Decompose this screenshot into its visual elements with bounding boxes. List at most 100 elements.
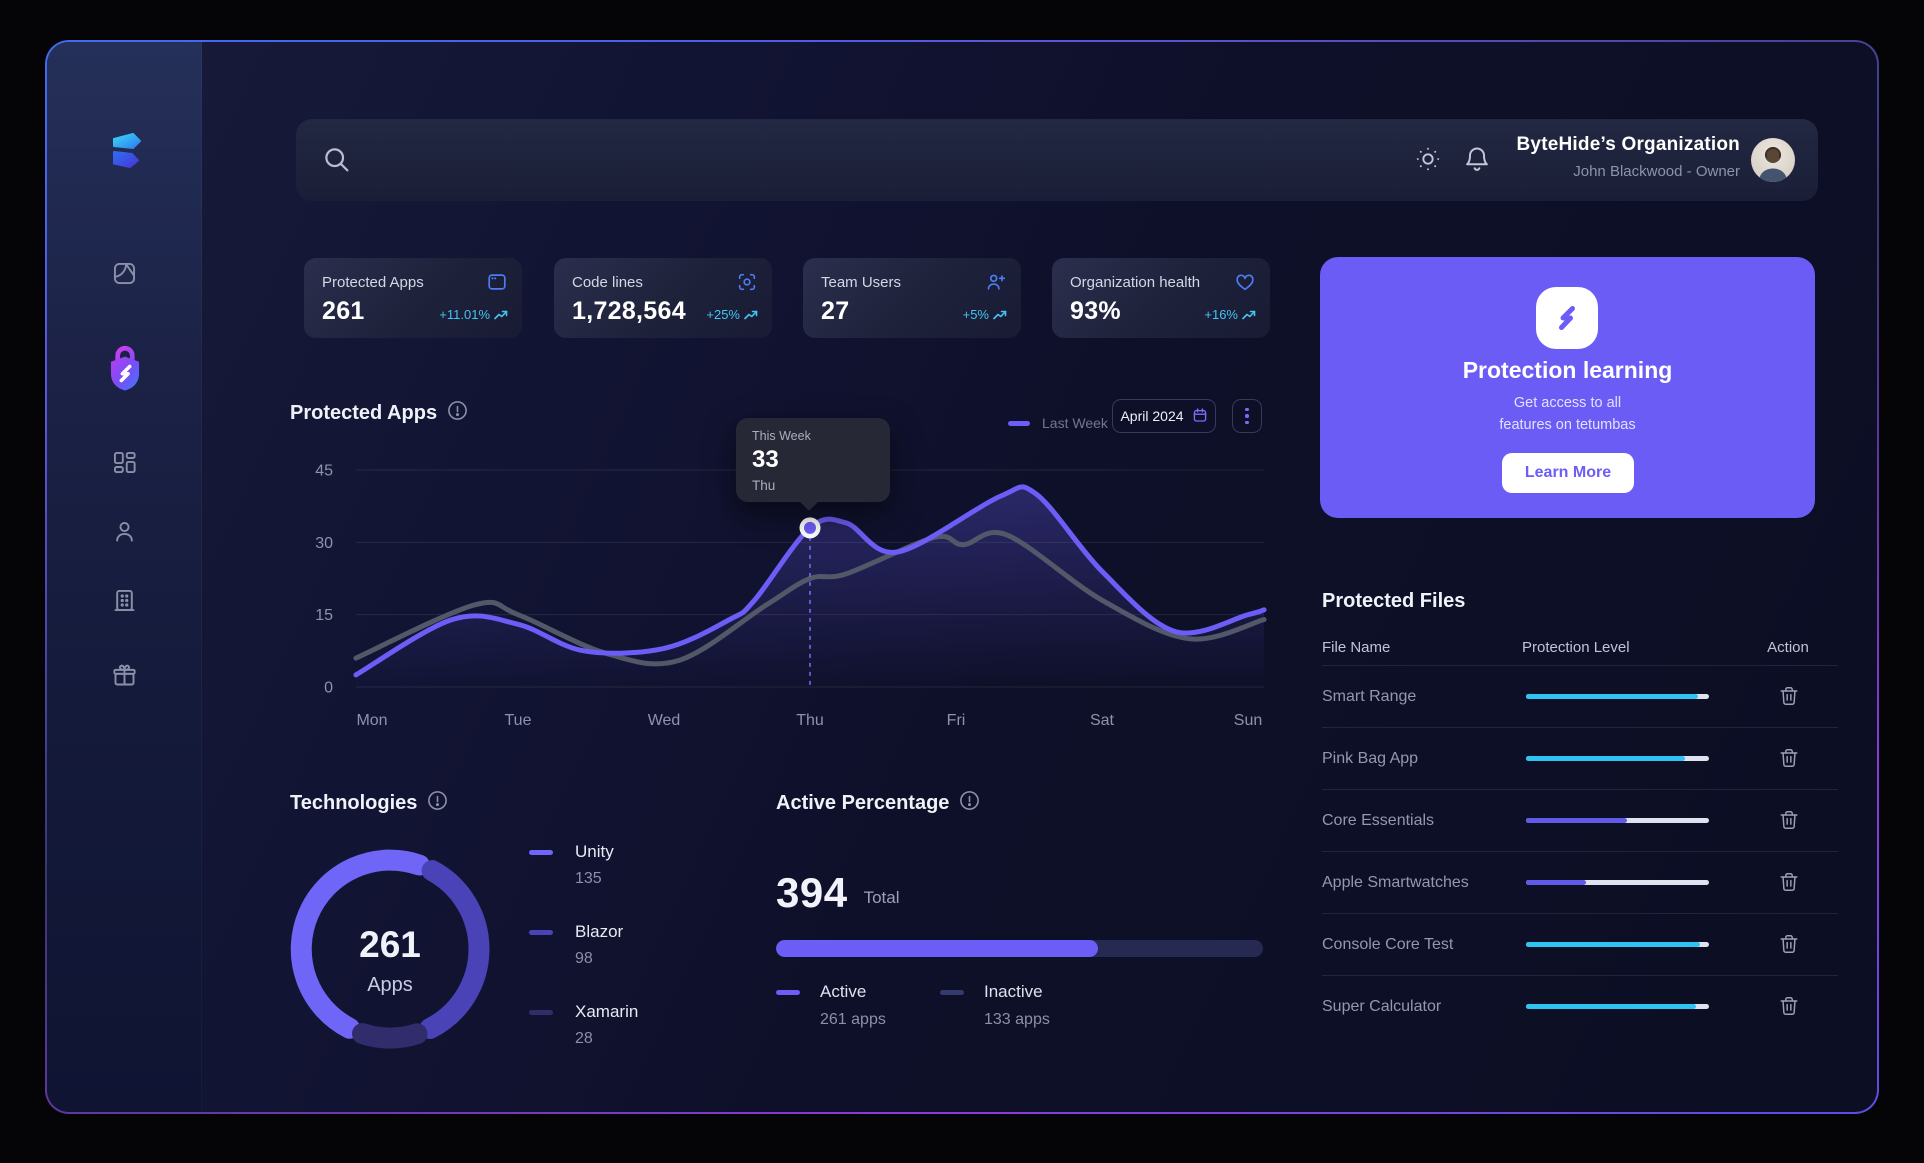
legend-item: Unity 135 [529,842,638,888]
stat-value: 261 [322,297,365,325]
active-legend-value: 261 apps [820,1011,886,1028]
app-window-icon [486,271,508,298]
org-role: John Blackwood - Owner [1573,163,1740,180]
delete-file-button[interactable] [1774,930,1804,960]
heart-icon [1234,271,1256,298]
delete-file-button[interactable] [1774,682,1804,712]
delete-file-button[interactable] [1774,806,1804,836]
total-label: Total [863,888,900,907]
file-name: Pink Bag App [1322,750,1419,767]
date-picker-button[interactable]: April 2024 [1112,399,1216,433]
sidebar-item-shield-active[interactable] [104,342,146,395]
stat-change: +11.01% [439,307,508,322]
bytehide-logo[interactable] [107,128,143,179]
svg-text:15: 15 [315,607,333,624]
sidebar-item-users[interactable] [111,518,138,548]
protection-level-bar [1526,756,1709,761]
inactive-legend-value: 133 apps [984,1011,1050,1028]
svg-text:Thu: Thu [796,712,824,729]
legend-value: 135 [575,870,602,887]
sidebar-item-rewards[interactable] [111,662,138,692]
table-row: Apple Smartwatches [1322,852,1838,914]
building-icon [111,587,138,617]
legend-item: Blazor 98 [529,922,638,968]
stat-card-protected-apps: Protected Apps 261 +11.01% [304,258,522,338]
trend-up-icon [993,310,1007,319]
sidebar-item-dashboard[interactable] [111,449,138,479]
col-protection-level: Protection Level [1522,639,1630,656]
bell-icon [1463,147,1491,176]
technologies-donut-chart: 261 Apps [280,839,500,1059]
svg-text:0: 0 [324,680,333,697]
legend-value: 28 [575,1030,593,1047]
sidebar-item-reader[interactable] [111,260,138,290]
table-row: Console Core Test [1322,914,1838,976]
theme-toggle-button[interactable] [1411,143,1445,177]
file-name: Super Calculator [1322,998,1442,1015]
table-row: Pink Bag App [1322,728,1838,790]
user-plus-icon [985,271,1007,298]
stat-value: 27 [821,297,850,325]
delete-file-button[interactable] [1774,992,1804,1022]
trash-icon [1778,810,1800,834]
file-name: Apple Smartwatches [1322,874,1469,891]
org-name: ByteHide’s Organization [1516,134,1740,155]
svg-text:Tue: Tue [505,712,532,729]
notifications-button[interactable] [1460,143,1494,177]
active-legend-label: Active [820,982,867,1001]
protection-level-bar [1526,818,1709,823]
search-icon [322,145,352,180]
svg-text:261: 261 [359,924,421,965]
trend-up-icon [744,310,758,319]
info-icon [959,790,980,817]
svg-text:Fri: Fri [947,712,966,729]
inactive-legend-dash [940,990,964,995]
file-name: Console Core Test [1322,936,1454,953]
active-progress-bar [776,940,1263,957]
stat-card-code-lines: Code lines 1,728,564 +25% [554,258,772,338]
stat-card-org-health: Organization health 93% +16% [1052,258,1270,338]
protection-level-bar [1526,694,1709,699]
technologies-title: Technologies [290,790,448,817]
stat-change: +16% [1204,307,1256,322]
avatar[interactable] [1751,138,1795,182]
active-total: 394 Total [776,872,900,914]
tooltip-day: Thu [752,478,776,493]
chart-tooltip: This Week 33 Thu [736,418,890,502]
legend-dash [529,850,553,855]
protection-level-bar [1526,880,1709,885]
protection-level-fill [1526,694,1699,699]
svg-text:Sat: Sat [1090,712,1115,729]
trash-icon [1778,872,1800,896]
account-menu[interactable]: ByteHide’s Organization John Blackwood -… [1496,134,1741,180]
table-row: Core Essentials [1322,790,1838,852]
trend-up-icon [1242,310,1256,319]
total-count: 394 [776,869,848,916]
trash-icon [1778,686,1800,710]
protected-apps-chart-title: Protected Apps [290,400,468,427]
info-icon [427,790,448,817]
chart-menu-button[interactable] [1232,399,1262,433]
learn-more-button[interactable]: Learn More [1502,453,1634,493]
protected-files-title: Protected Files [1322,590,1466,612]
svg-text:Sun: Sun [1234,712,1262,729]
col-action: Action [1767,639,1809,656]
stat-label: Organization health [1070,274,1201,291]
delete-file-button[interactable] [1774,868,1804,898]
stat-label: Team Users [821,274,902,291]
file-name: Smart Range [1322,688,1417,705]
delete-file-button[interactable] [1774,744,1804,774]
stat-value: 1,728,564 [572,297,686,325]
search-input[interactable] [362,119,1362,201]
legend-dash [529,930,553,935]
promo-subtitle: Get access to all features on tetumbas [1499,395,1636,433]
protection-level-fill [1526,880,1587,885]
sidebar [47,42,202,1112]
protected-apps-line-chart: 45 30 15 0 Mon Tue Wed Thu Fri Sat Sun [287,457,1277,742]
tooltip-label: This Week [752,429,811,443]
gift-icon [111,662,138,692]
active-legend-dash [776,990,800,995]
sidebar-item-organization[interactable] [111,587,138,617]
legend-label: Xamarin [575,1002,639,1021]
table-row: Smart Range [1322,666,1838,728]
